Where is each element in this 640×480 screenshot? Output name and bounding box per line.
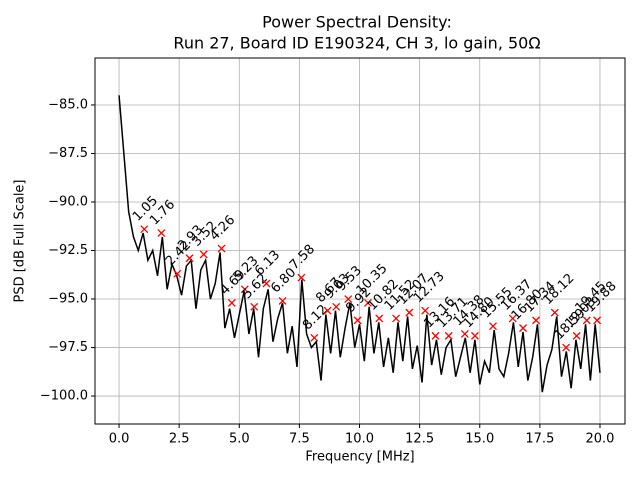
- chart-title: Run 27, Board ID E190324, CH 3, lo gain,…: [173, 34, 540, 53]
- peak-marker: [353, 316, 362, 325]
- peak-marker: [405, 308, 414, 317]
- peak-marker: [444, 331, 453, 340]
- peak-marker: [140, 225, 149, 234]
- y-tick-label: −85.0: [48, 97, 88, 112]
- peak-marker: [593, 316, 602, 325]
- chart-title: Power Spectral Density:: [262, 13, 452, 32]
- peak-marker: [240, 285, 249, 294]
- peak-marker: [323, 306, 332, 315]
- y-axis-label: PSD [dB Full Scale]: [13, 179, 28, 302]
- y-tick-label: −87.5: [48, 146, 88, 161]
- peak-marker: [363, 298, 372, 307]
- peak-marker: [173, 269, 182, 278]
- peak-marker: [519, 324, 527, 333]
- peak-marker: [227, 298, 236, 307]
- peak-marker: [421, 306, 430, 315]
- peak-marker: [431, 331, 440, 340]
- y-tick-label: −97.5: [48, 340, 88, 355]
- peak-marker: [262, 279, 271, 288]
- peak-marker: [375, 314, 384, 323]
- peak-marker: [278, 297, 287, 305]
- y-tick-label: −92.5: [48, 243, 88, 258]
- x-tick-label: 20.0: [586, 432, 615, 447]
- peak-marker: [185, 254, 194, 263]
- x-tick-label: 7.5: [289, 432, 310, 447]
- x-tick-label: 10.0: [345, 432, 374, 447]
- peak-label: 4.26: [207, 213, 238, 244]
- psd-line: [118, 95, 601, 393]
- peak-marker: [508, 314, 517, 323]
- x-tick-label: 0.0: [109, 432, 130, 447]
- x-tick-label: 17.5: [525, 432, 554, 447]
- peak-marker: [582, 316, 591, 325]
- peak-marker: [572, 331, 581, 340]
- plot-frame: [94, 57, 626, 425]
- x-axis-label: Frequency [MHz]: [305, 450, 414, 465]
- peak-marker: [297, 273, 306, 282]
- peak-marker: [550, 308, 559, 317]
- peak-marker: [562, 343, 571, 352]
- peak-marker: [332, 302, 341, 311]
- peak-marker: [470, 331, 479, 340]
- peak-label: 7.58: [287, 242, 318, 273]
- peak-marker: [310, 333, 319, 342]
- peak-marker: [199, 250, 208, 259]
- y-tick-label: −100.0: [40, 389, 88, 404]
- x-tick-label: 12.5: [405, 432, 434, 447]
- y-tick-label: −95.0: [48, 292, 88, 307]
- peak-marker: [344, 295, 353, 303]
- x-tick-label: 2.5: [169, 432, 190, 447]
- peak-marker: [489, 322, 497, 331]
- x-tick-label: 5.0: [229, 432, 250, 447]
- y-tick-label: −90.0: [48, 194, 88, 209]
- peak-marker: [460, 329, 469, 338]
- peak-marker: [532, 316, 540, 325]
- peak-marker: [392, 314, 401, 323]
- peak-marker: [157, 229, 166, 238]
- peak-marker: [250, 302, 259, 311]
- x-tick-label: 15.0: [465, 432, 494, 447]
- peak-marker: [217, 244, 226, 253]
